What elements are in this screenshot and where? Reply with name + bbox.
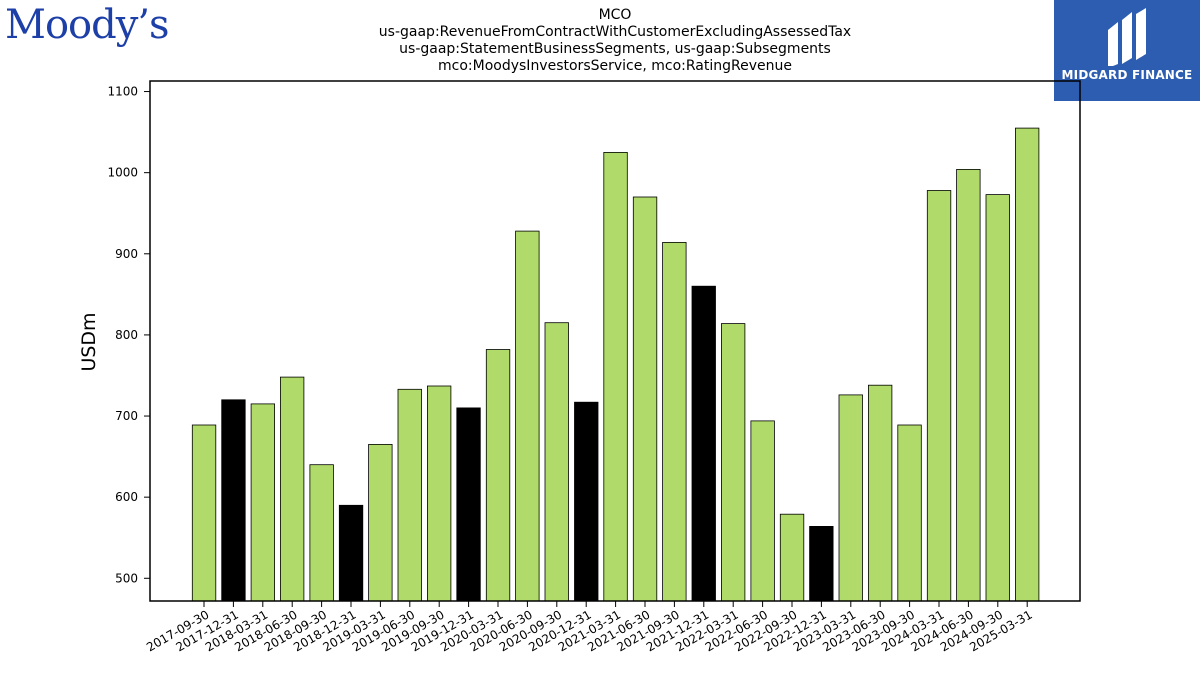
midgard-mark-icon — [1108, 8, 1146, 66]
bar — [279, 376, 305, 602]
bar — [485, 349, 511, 602]
y-tick-label: 700 — [115, 409, 138, 423]
bar — [397, 388, 422, 602]
chart-title-line: mco:MoodysInvestorsService, mco:RatingRe… — [438, 58, 792, 74]
bar — [250, 403, 276, 602]
bar — [838, 394, 863, 602]
bar — [456, 407, 481, 602]
y-tick-label: 1100 — [107, 85, 138, 99]
bar — [544, 322, 569, 602]
y-tick-label: 500 — [115, 571, 138, 585]
bar — [809, 526, 834, 602]
y-axis-label: USDm — [78, 312, 100, 371]
bar — [897, 424, 922, 602]
bar — [750, 420, 775, 602]
y-tick-label: 600 — [115, 490, 138, 504]
bar — [926, 190, 952, 602]
bar — [515, 230, 540, 602]
plot-frame — [149, 80, 1081, 602]
bar — [309, 464, 334, 602]
bar — [221, 399, 246, 602]
bar — [368, 443, 393, 602]
bar — [191, 424, 217, 602]
bar — [868, 384, 893, 602]
chart-title: MCO us-gaap:RevenueFromContractWithCusto… — [315, 7, 915, 75]
y-tick-label: 800 — [115, 328, 138, 342]
y-tick-label: 1000 — [107, 166, 138, 180]
y-tick-label: 900 — [115, 247, 138, 261]
bar — [338, 504, 364, 602]
bar — [426, 385, 452, 602]
chart-title-line: us-gaap:StatementBusinessSegments, us-ga… — [399, 41, 831, 57]
bar — [1015, 127, 1040, 602]
bar — [603, 151, 628, 602]
bar — [721, 323, 746, 602]
bar — [956, 168, 981, 602]
midgard-brand-text: MIDGARD FINANCE — [1061, 68, 1193, 82]
bar — [985, 194, 1010, 602]
moodys-logo: Moody’s — [5, 2, 170, 48]
bar — [662, 241, 687, 602]
midgard-finance-logo: MIDGARD FINANCE — [1054, 0, 1200, 101]
bar — [574, 401, 599, 602]
bar — [691, 285, 716, 602]
bar — [632, 196, 658, 602]
bar — [779, 513, 805, 602]
chart-title-line: us-gaap:RevenueFromContractWithCustomerE… — [378, 24, 852, 40]
chart-title-line: MCO — [598, 7, 632, 23]
